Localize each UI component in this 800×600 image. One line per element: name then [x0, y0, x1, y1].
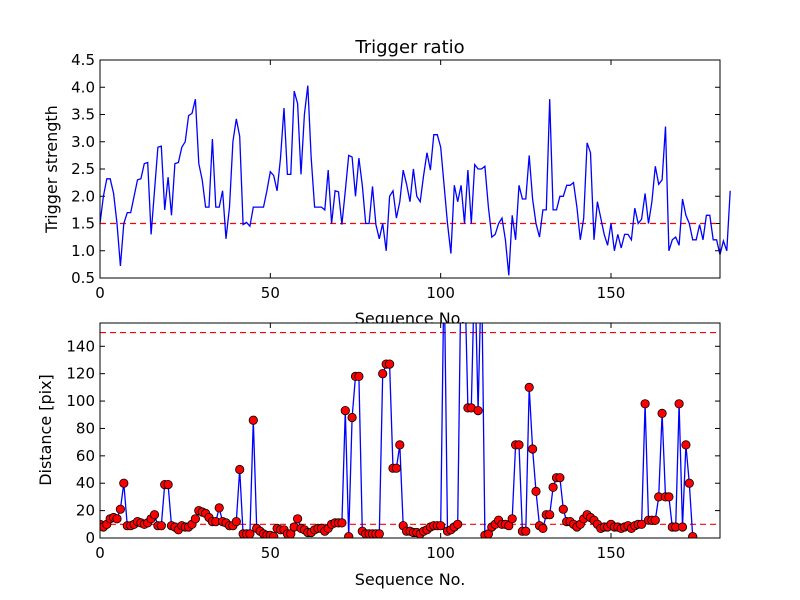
- data-point-marker: [384, 359, 395, 369]
- data-point-marker: [558, 504, 568, 514]
- y-tick-label: 1.0: [71, 242, 95, 260]
- plot-frame-top: [99, 59, 721, 279]
- data-point-marker: [545, 510, 555, 520]
- data-point-marker: [677, 522, 688, 532]
- data-point-marker: [453, 519, 463, 529]
- y-tick-label: 100: [66, 392, 95, 410]
- x-tick-label: 50: [261, 544, 280, 562]
- data-point-marker: [524, 382, 534, 392]
- distance-panel: 0 50 100 150 0 20 40 60 80 100 120 140 Sequence No.…: [36, 322, 721, 589]
- y-tick-label: 2.5: [71, 160, 95, 178]
- y-tick-label: 4.5: [71, 51, 95, 69]
- data-point-marker: [149, 510, 160, 520]
- y-tick-label: 0: [85, 529, 95, 547]
- trigger-strength-series: [99, 85, 731, 276]
- data-point-marker: [248, 415, 258, 425]
- y-tick-label: 4.0: [71, 78, 95, 96]
- data-point-marker: [531, 486, 541, 496]
- data-point-marker: [436, 521, 446, 531]
- data-point-marker: [231, 516, 241, 527]
- y-tick-label: 3.5: [71, 106, 95, 124]
- data-point-marker: [555, 473, 565, 483]
- data-point-marker: [115, 504, 126, 514]
- data-point-marker: [344, 532, 354, 538]
- data-point-marker: [190, 514, 200, 524]
- y-axis-label-bottom: Distance [pix]: [36, 374, 55, 486]
- data-point-marker: [378, 369, 388, 379]
- data-point-marker: [527, 444, 538, 454]
- data-point-marker: [337, 518, 347, 528]
- y-tick-label: 60: [76, 447, 95, 465]
- y-tick-label: 140: [66, 337, 95, 355]
- y-tick-label: 80: [76, 419, 95, 437]
- x-axis-label-bottom: Sequence No.: [355, 570, 466, 589]
- y-axis-label-top: Trigger strength: [42, 105, 61, 234]
- data-point-marker: [650, 515, 660, 525]
- x-tick-label: 150: [597, 544, 626, 562]
- data-point-marker: [514, 440, 524, 450]
- data-point-marker: [681, 440, 691, 450]
- y-tick-label: 3.0: [71, 133, 95, 151]
- data-point-marker: [688, 532, 698, 538]
- x-tick-label: 50: [261, 284, 280, 302]
- tick-layer-top: 0 50 100 150 0.5 1.0 1.5 2.0 2.5 3.0 3.5 4.0 4.5: [71, 51, 720, 302]
- data-point-marker: [112, 514, 122, 524]
- data-point-marker: [374, 529, 384, 538]
- y-tick-label: 40: [76, 474, 95, 492]
- distance-markers: [100, 359, 698, 538]
- data-point-marker: [657, 408, 667, 418]
- plot-frame-bottom: [99, 322, 721, 539]
- data-point-marker: [119, 478, 129, 488]
- data-point-marker: [354, 371, 364, 381]
- chart-title: Trigger ratio: [354, 37, 464, 58]
- data-point-marker: [636, 519, 647, 529]
- data-point-marker: [548, 482, 558, 492]
- x-tick-label: 0: [95, 544, 105, 562]
- x-tick-label: 150: [597, 284, 626, 302]
- y-tick-label: 1.5: [71, 215, 95, 233]
- data-point-marker: [269, 532, 279, 538]
- plot-area-top: [100, 60, 720, 278]
- tick-layer-bottom: 0 50 100 150 0 20 40 60 80 100 120 140: [66, 323, 720, 562]
- x-tick-label: 100: [426, 544, 455, 562]
- data-point-marker: [521, 526, 531, 536]
- plot-area-bottom: [100, 323, 720, 538]
- data-point-marker: [664, 492, 674, 502]
- data-point-marker: [640, 399, 650, 409]
- data-point-marker: [245, 529, 255, 538]
- data-point-marker: [473, 405, 483, 416]
- data-point-marker: [538, 523, 548, 534]
- data-point-marker: [235, 464, 245, 475]
- data-point-marker: [684, 478, 694, 488]
- y-tick-label: 0.5: [71, 269, 95, 287]
- threshold-lines-bottom: [100, 331, 720, 525]
- x-tick-label: 100: [426, 284, 455, 302]
- data-point-marker: [340, 405, 350, 416]
- data-point-marker: [674, 399, 684, 409]
- data-point-marker: [163, 479, 173, 490]
- data-point-marker: [507, 514, 517, 524]
- y-tick-label: 120: [66, 365, 95, 383]
- data-point-marker: [292, 514, 303, 524]
- data-point-marker: [156, 521, 166, 531]
- y-tick-label: 20: [76, 502, 95, 520]
- trigger-ratio-panel: Trigger ratio 0 50 100 150 0.5 1.0 1.5 2.0 2.5 3.…: [42, 37, 731, 328]
- data-point-marker: [395, 440, 405, 450]
- data-point-marker: [391, 463, 401, 473]
- data-point-marker: [214, 503, 224, 513]
- data-point-marker: [347, 412, 357, 423]
- y-tick-label: 2.0: [71, 187, 95, 205]
- x-tick-label: 0: [95, 284, 105, 302]
